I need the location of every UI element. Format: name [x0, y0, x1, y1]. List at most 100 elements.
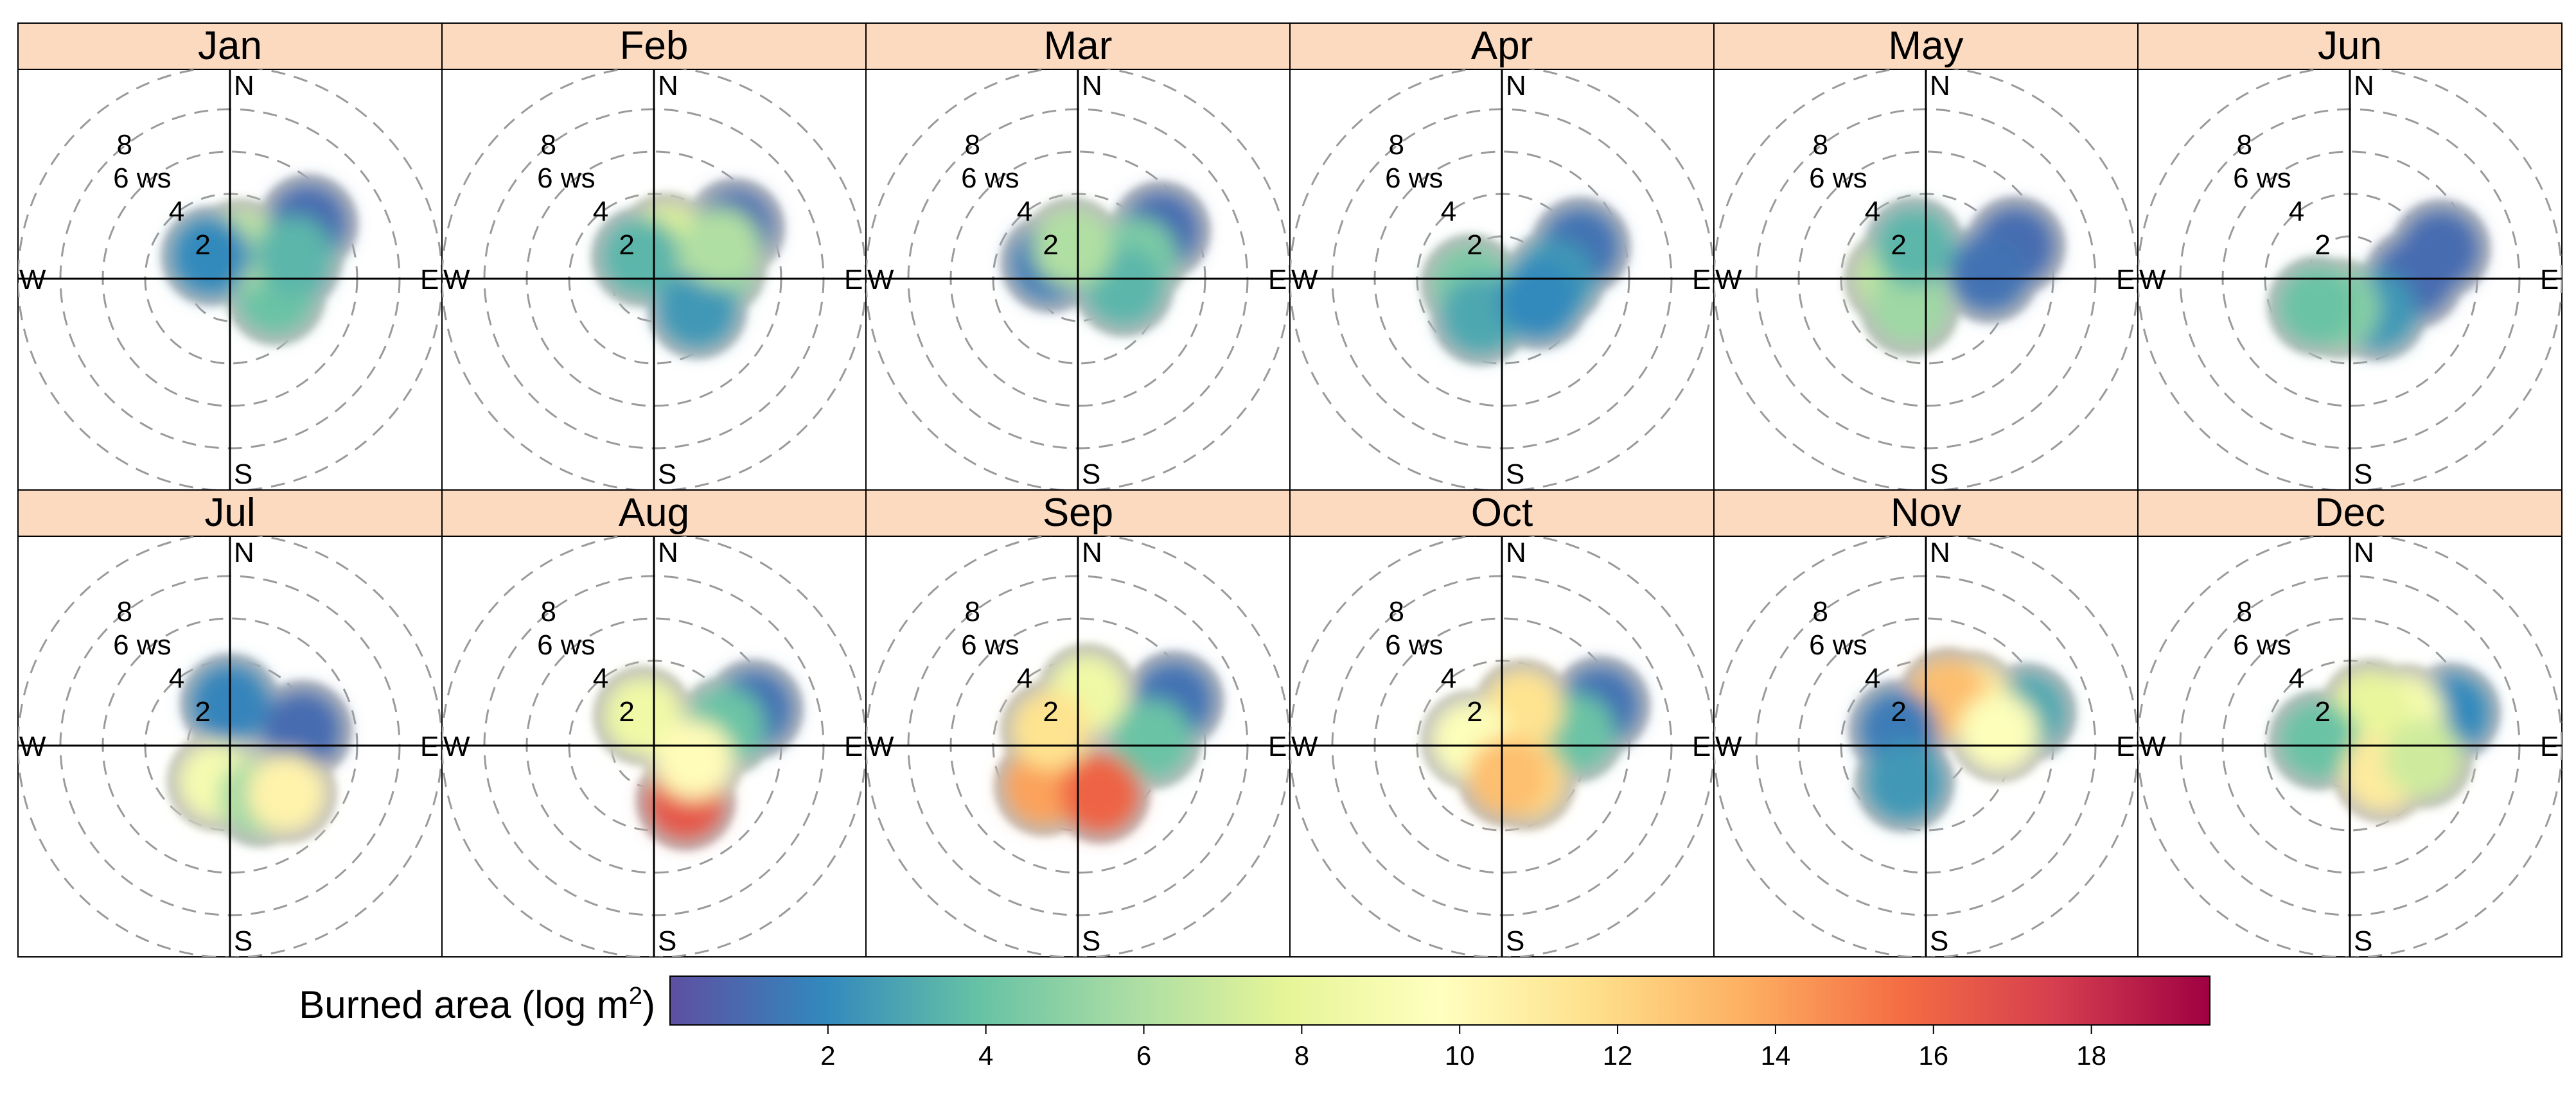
compass-label-w: W — [443, 264, 470, 295]
density-point — [1467, 737, 1548, 817]
ring-label: 4 — [1441, 663, 1456, 694]
compass-label-w: W — [19, 731, 46, 762]
compass-label-n: N — [658, 537, 678, 568]
density-point — [1112, 699, 1192, 779]
ring-label: 4 — [1865, 663, 1880, 694]
colorbar-tick-label: 14 — [1761, 1040, 1791, 1071]
density-point — [657, 269, 737, 349]
panel-strip — [1713, 489, 2139, 537]
ring-label: 2 — [1891, 696, 1906, 728]
compass-label-w: W — [1715, 731, 1742, 762]
panel-plot: N S E W 246 ws8 — [866, 536, 1290, 957]
compass-label-n: N — [1930, 537, 1950, 568]
ring-label: 6 ws — [1809, 629, 1867, 661]
panel-strip — [865, 489, 1291, 537]
compass-label-s: S — [658, 925, 676, 957]
ring-label: 8 — [116, 129, 132, 161]
compass-label-e: E — [420, 264, 439, 295]
density-point — [1499, 260, 1579, 340]
density-point — [601, 216, 682, 297]
ring-label: 8 — [540, 596, 556, 627]
panel-plot: N S E W 246 ws8 — [442, 536, 866, 957]
panel-title: Dec — [2315, 491, 2385, 535]
density-surface — [1010, 191, 1201, 327]
compass-label-e: E — [1692, 264, 1711, 295]
ring-label: 2 — [2315, 229, 2330, 261]
panel-strip — [441, 489, 867, 537]
ring-label: 8 — [1812, 596, 1828, 627]
colorbar-tick-label: 18 — [2076, 1040, 2106, 1071]
ring-label: 6 ws — [961, 162, 1019, 194]
ring-label: 8 — [964, 596, 980, 627]
colorbar-tick-label: 12 — [1603, 1040, 1633, 1071]
compass-label-n: N — [2354, 537, 2374, 568]
ring-label: 2 — [619, 229, 634, 261]
colorbar: Burned area (log m2) 2 4 6 8 10 12 14 16 18 — [299, 975, 2210, 1071]
density-point — [654, 720, 734, 800]
panel-title: Jun — [2318, 24, 2382, 68]
colorbar-tick-label: 10 — [1445, 1040, 1475, 1071]
compass-label-s: S — [658, 459, 676, 490]
colorbar-tick-label: 8 — [1294, 1040, 1309, 1071]
panel-title: Feb — [620, 24, 689, 68]
ring-label: 4 — [1865, 196, 1880, 227]
panel-plot: N S E W 246 ws8 — [1290, 69, 1714, 490]
ring-label: 6 ws — [113, 629, 171, 661]
density-point — [681, 207, 761, 288]
panel-plot: N S E W 246 ws8 — [1714, 536, 2138, 957]
density-point — [247, 753, 327, 834]
ring-label: 4 — [2289, 663, 2304, 694]
panel-title: Mar — [1044, 24, 1113, 68]
density-surface — [1003, 653, 1214, 834]
ring-label: 4 — [593, 196, 608, 227]
ring-label: 4 — [1017, 196, 1032, 227]
compass-label-w: W — [1715, 264, 1742, 295]
colorbar-title: Burned area (log m2) — [299, 983, 655, 1026]
ring-label: 4 — [169, 196, 184, 227]
ring-label: 8 — [116, 596, 132, 627]
density-surface — [1858, 658, 2067, 823]
compass-label-s: S — [1506, 925, 1524, 957]
colorbar-tick-label: 4 — [978, 1040, 993, 1071]
ring-label: 2 — [1467, 229, 1482, 261]
compass-label-n: N — [1930, 70, 1950, 101]
panel-title: Sep — [1043, 491, 1113, 535]
compass-label-w: W — [1291, 264, 1318, 295]
compass-label-s: S — [1930, 459, 1948, 490]
panel-plot: N S E W 246 ws8 — [18, 536, 442, 957]
ring-label: 2 — [195, 696, 210, 728]
ring-label: 6 ws — [2233, 162, 2291, 194]
density-surface — [2279, 669, 2491, 813]
colorbar-tick-label: 16 — [1918, 1040, 1948, 1071]
compass-label-s: S — [1082, 459, 1100, 490]
ring-label: 4 — [1441, 196, 1456, 227]
compass-label-w: W — [867, 731, 894, 762]
ring-label: 2 — [1043, 229, 1058, 261]
panel-plot: N S E W 246 ws8 — [2138, 536, 2562, 957]
compass-label-e: E — [844, 264, 863, 295]
compass-label-e: E — [1268, 731, 1287, 762]
compass-label-w: W — [2139, 264, 2166, 295]
panel-title: Jan — [198, 24, 262, 68]
panel-plot: N S E W 246 ws8 — [442, 69, 866, 490]
ring-label: 6 ws — [113, 162, 171, 194]
density-point — [2383, 719, 2463, 799]
compass-label-s: S — [2354, 925, 2372, 957]
compass-label-e: E — [2116, 264, 2135, 295]
compass-label-n: N — [234, 70, 254, 101]
compass-label-e: E — [2116, 731, 2135, 762]
density-surface — [1431, 666, 1640, 821]
panel-title: Apr — [1471, 24, 1533, 68]
compass-label-e: E — [1692, 731, 1711, 762]
density-point — [1060, 753, 1140, 834]
panel-plot: N S E W 246 ws8 — [1290, 536, 1714, 957]
compass-label-w: W — [1291, 731, 1318, 762]
